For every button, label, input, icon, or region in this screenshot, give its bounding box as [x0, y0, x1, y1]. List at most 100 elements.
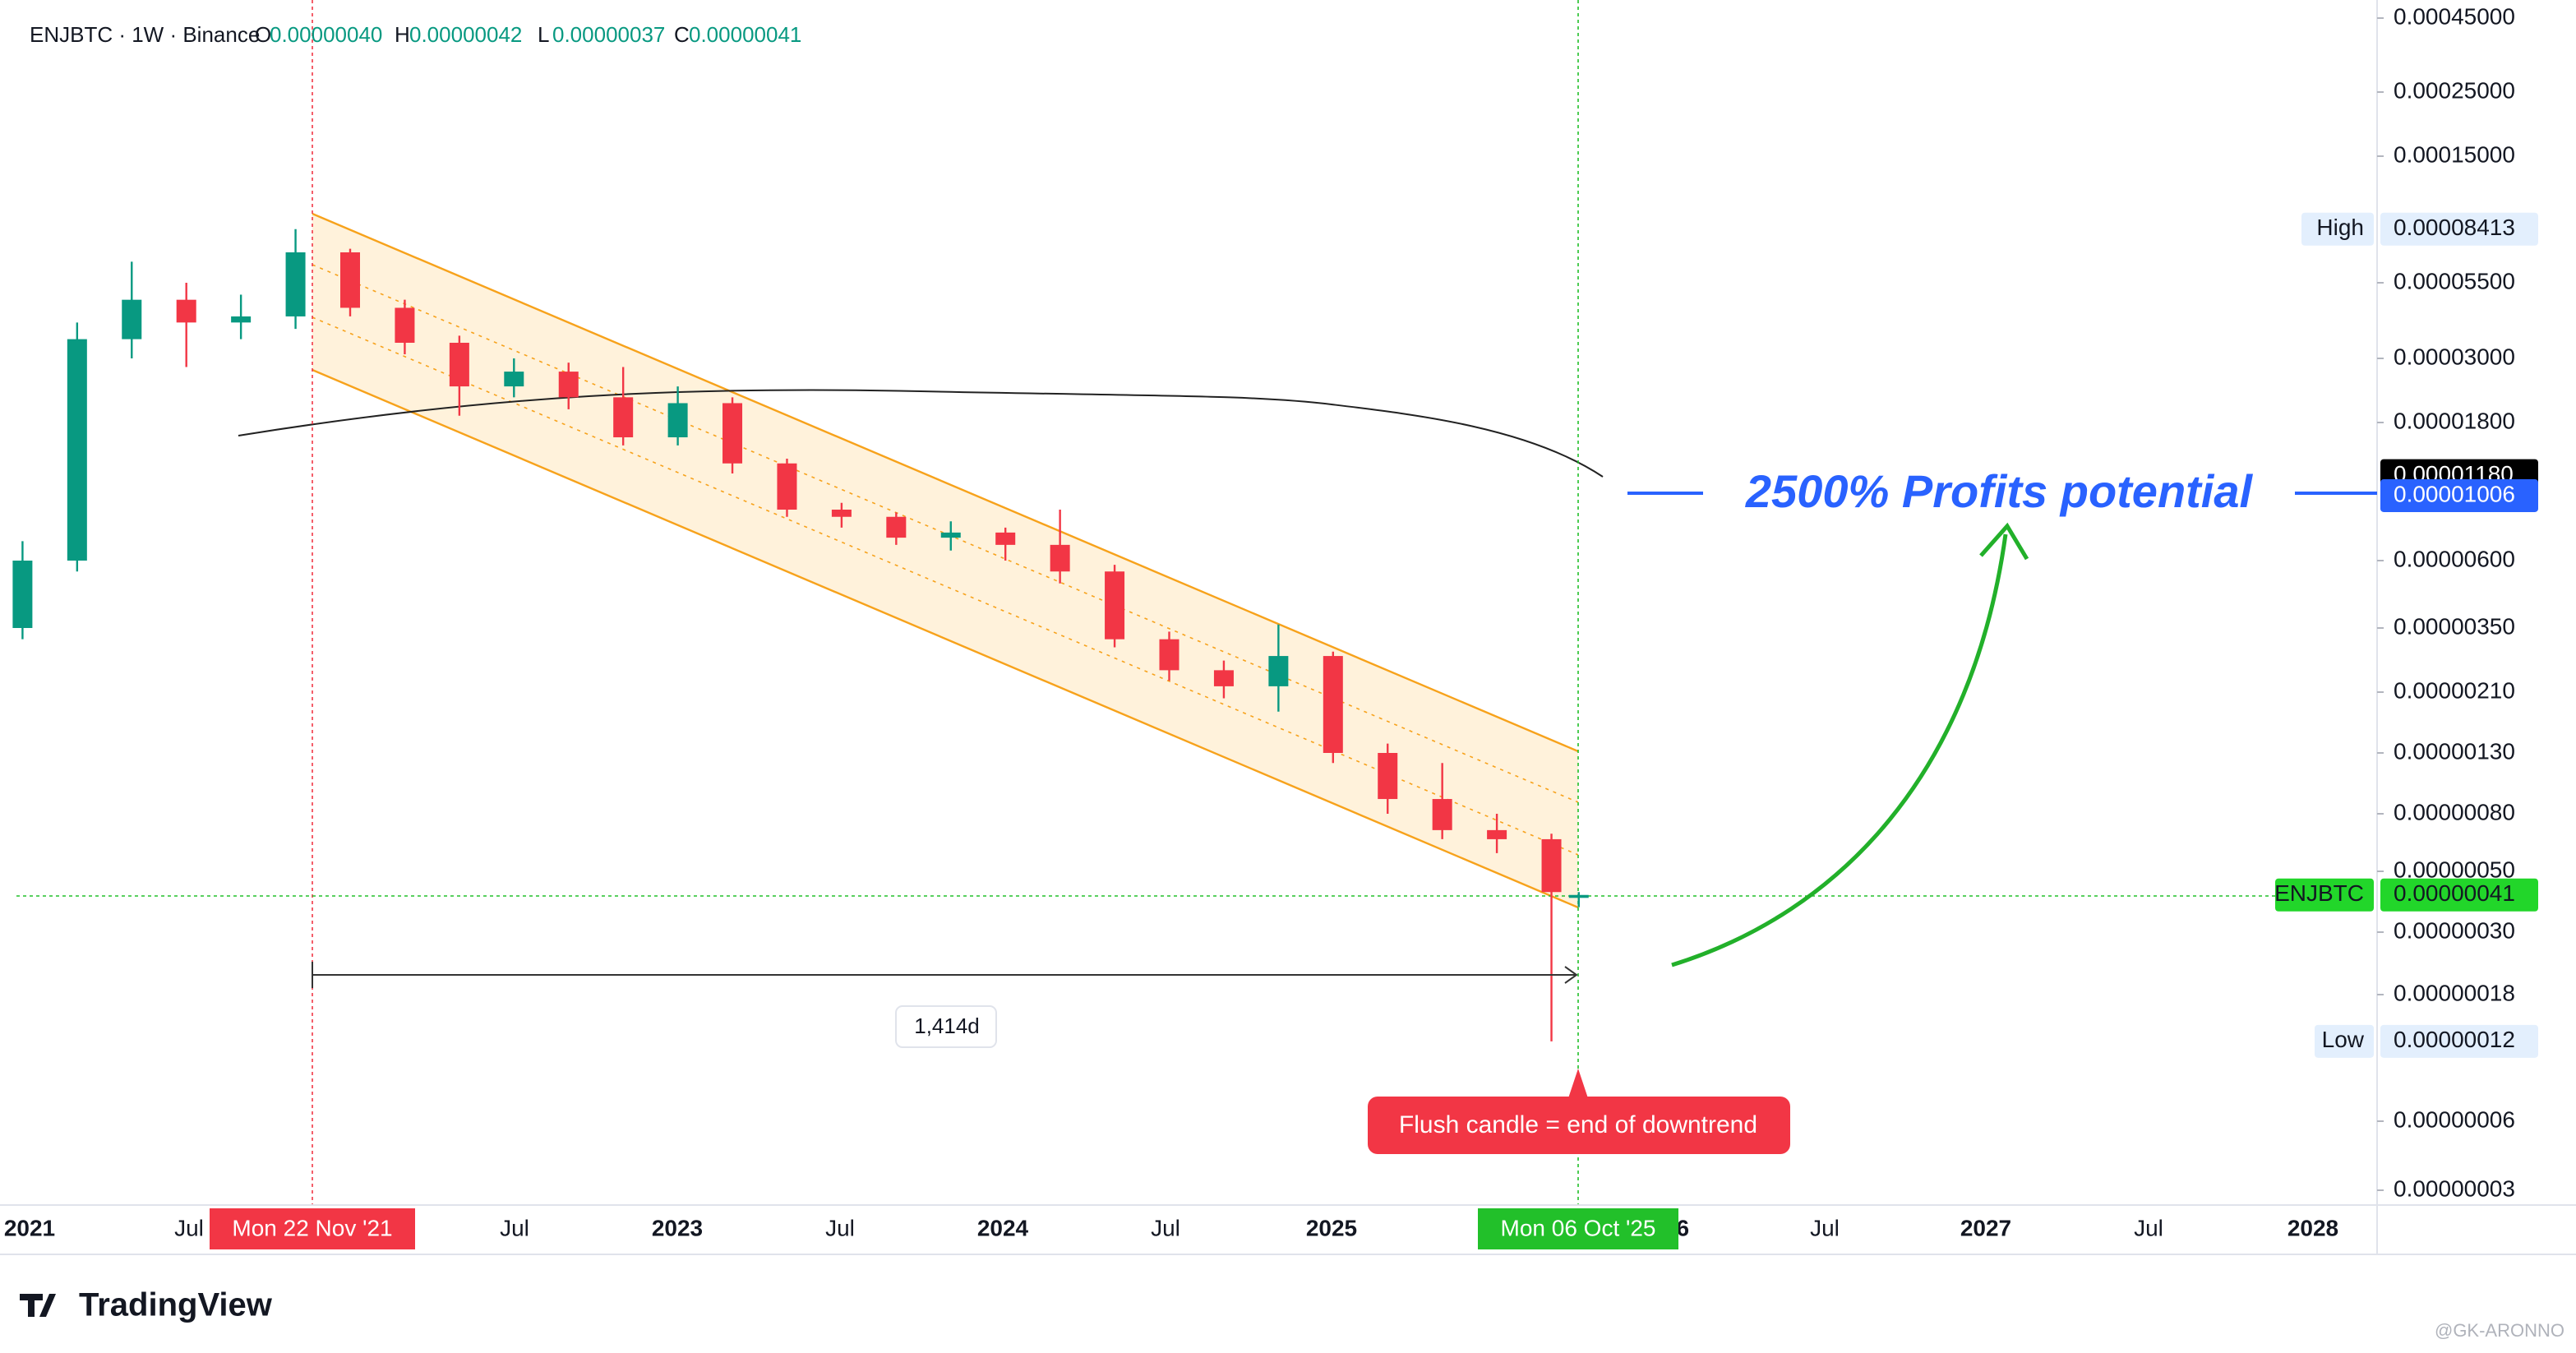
y-tick-label: 0.00000018 [2394, 980, 2515, 1005]
moving-average [238, 389, 1604, 478]
candle-body [1487, 829, 1507, 839]
candle-body [722, 403, 743, 464]
candle-body [1378, 753, 1398, 800]
brand: TradingView [79, 1287, 273, 1323]
candle-body [340, 252, 360, 308]
price-badge-name: ENJBTC [2274, 880, 2364, 906]
candle-body [613, 397, 634, 438]
price-badge-name: High [2316, 215, 2364, 240]
candle-body [831, 509, 852, 517]
candle-body [67, 339, 87, 561]
duration-arrow [1564, 966, 1578, 984]
ohlc-value: 0.00000041 [689, 22, 801, 47]
channel-top [312, 212, 1579, 753]
y-tick-label: 0.00000350 [2394, 613, 2515, 639]
y-tick-label: 0.00000210 [2394, 677, 2515, 703]
price-badge-name-bg [2275, 878, 2374, 912]
ohlc-value: 0.00000037 [552, 22, 665, 47]
price-badge-label: 0.00000012 [2394, 1027, 2515, 1052]
flush-box [1368, 1097, 1790, 1154]
target-arrow [1671, 533, 2008, 967]
y-tick-label: 0.00045000 [2394, 3, 2515, 29]
candle-body [449, 343, 469, 387]
candle-body [1323, 656, 1343, 753]
candle-body [940, 532, 961, 538]
candle-body [558, 372, 579, 398]
candle-body [176, 299, 196, 323]
candle-body [1568, 894, 1589, 898]
y-tick-label: 0.00000003 [2394, 1175, 2515, 1201]
candle-body [1432, 799, 1452, 830]
date-marker [1478, 1208, 1678, 1249]
target-label: 2500% Profits potential [1745, 465, 2254, 517]
candle-body [1050, 544, 1070, 572]
candle-body [504, 372, 524, 387]
ohlc-key: H [395, 22, 410, 47]
price-badge-label: 0.00008413 [2394, 215, 2515, 240]
x-tick-label: 2025 [1306, 1215, 1357, 1240]
candle-body [1159, 639, 1180, 671]
y-tick-label: 0.00000050 [2394, 857, 2515, 882]
candles [12, 229, 1589, 1041]
candle-body [122, 299, 142, 339]
candle-body [995, 532, 1016, 545]
watermark: @GK-ARONNO [2435, 1320, 2564, 1341]
x-tick-label: 2024 [977, 1215, 1029, 1240]
time-axis: 2021JulJul2023Jul2024Jul20252026Jul2027J… [4, 1208, 2338, 1249]
price-badge [2380, 1024, 2538, 1058]
price-badge [2380, 478, 2538, 512]
candle-body [1268, 656, 1289, 686]
flush-pointer [1568, 1069, 1588, 1098]
x-tick-label: 2028 [2287, 1215, 2338, 1240]
y-tick-label: 0.00000130 [2394, 738, 2515, 764]
price-badge [2380, 212, 2538, 246]
x-tick-label: 2023 [652, 1215, 703, 1240]
channel-bottom [312, 368, 1579, 909]
y-tick-label: 0.00000030 [2394, 917, 2515, 943]
ohlc-key: L [538, 22, 549, 47]
candle-body [1213, 670, 1234, 686]
flush-label: Flush candle = end of downtrend [1399, 1111, 1757, 1138]
target-arrowhead [1979, 522, 2029, 561]
date-marker [210, 1208, 415, 1249]
ohlc-value: 0.00000040 [270, 22, 382, 47]
y-tick-label: 0.00000600 [2394, 546, 2515, 571]
ohlc-header: O0.00000040 H 0.00000042 L 0.00000037 C 0.0000… [255, 22, 801, 47]
ohlc-key: C [674, 22, 690, 47]
candle-body [285, 252, 306, 316]
y-tick-label: 0.00015000 [2394, 141, 2515, 167]
duration-label: 1,414d [914, 1014, 980, 1038]
y-tick-label: 0.00001800 [2394, 408, 2515, 433]
x-tick-label: 2027 [1960, 1215, 2011, 1240]
price-badge [2380, 878, 2538, 912]
price-badge-label: 0.00000041 [2394, 880, 2515, 906]
price-badge-label: 0.00001006 [2394, 481, 2515, 506]
x-tick-label: Jul [1810, 1215, 1840, 1240]
symbol: ENJBTC · 1W · Binance [30, 22, 260, 47]
x-tick-label: Jul [1151, 1215, 1180, 1240]
y-tick-label: 0.00005500 [2394, 268, 2515, 293]
candle-body [1105, 571, 1125, 640]
ohlc-value: 0.00000042 [409, 22, 522, 47]
candle-body [395, 307, 415, 344]
candle-body [12, 561, 33, 628]
x-tick-label: Jul [174, 1215, 204, 1240]
brand-logo [20, 1294, 56, 1317]
channel-fill [312, 214, 1578, 907]
duration-box [895, 1005, 997, 1048]
x-tick-label: 2021 [4, 1215, 55, 1240]
candle-body [777, 463, 797, 510]
x-tick-label: Jul [2134, 1215, 2163, 1240]
price-badge-name-bg [2315, 1024, 2374, 1058]
candle-body [231, 316, 252, 323]
candle-body [1541, 838, 1562, 893]
x-tick-label: Jul [825, 1215, 855, 1240]
x-tick-label: Jul [500, 1215, 529, 1240]
date-marker-label: Mon 06 Oct '25 [1501, 1215, 1656, 1240]
price-badge-name: Low [2322, 1027, 2365, 1052]
y-tick-label: 0.00000080 [2394, 799, 2515, 824]
candle-body [886, 516, 907, 538]
y-tick-label: 0.00003000 [2394, 344, 2515, 369]
